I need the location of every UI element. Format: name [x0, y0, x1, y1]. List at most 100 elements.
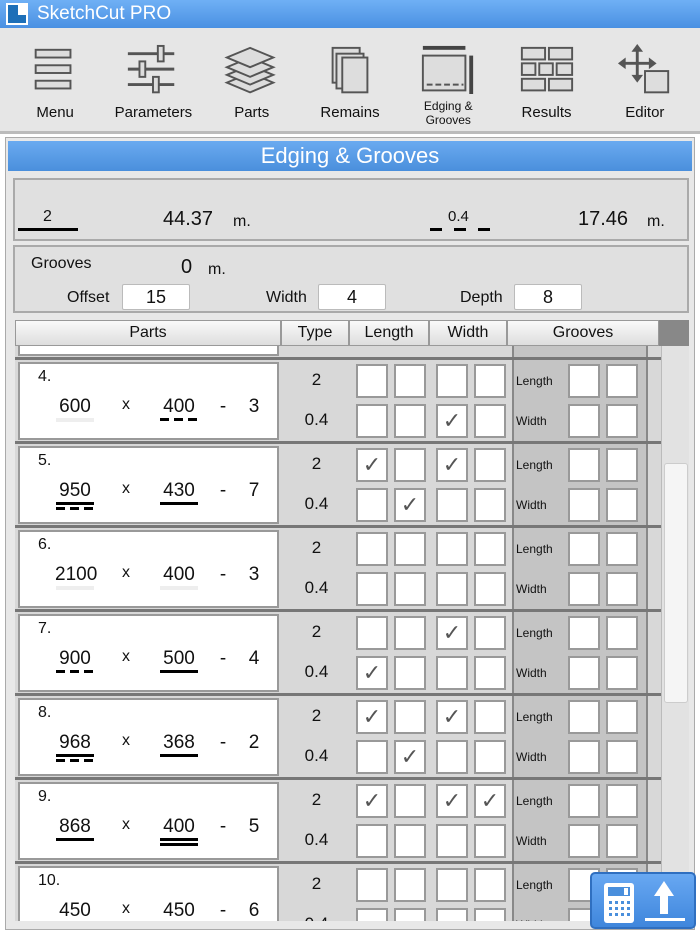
groove-checkbox[interactable] — [568, 404, 600, 438]
length-edge-checkbox[interactable]: ✓ — [356, 700, 388, 734]
width-edge-checkbox[interactable]: ✓ — [436, 784, 468, 818]
table-row[interactable]: 8. 968 x 368-2 2 0.4 ✓ ✓ ✓ Length Width — [15, 696, 661, 780]
width-edge-checkbox[interactable] — [436, 488, 468, 522]
groove-checkbox[interactable] — [568, 448, 600, 482]
header-type[interactable]: Type — [281, 320, 349, 346]
length-edge-checkbox[interactable]: ✓ — [356, 784, 388, 818]
header-length[interactable]: Length — [349, 320, 429, 346]
part-card[interactable]: 5. 950 x 430 -7 — [18, 446, 279, 524]
length-edge-checkbox[interactable] — [356, 616, 388, 650]
width-edge-checkbox[interactable]: ✓ — [436, 404, 468, 438]
width-edge-checkbox[interactable]: ✓ — [436, 448, 468, 482]
groove-checkbox[interactable] — [568, 784, 600, 818]
width-edge-checkbox[interactable] — [474, 616, 506, 650]
offset-input[interactable]: 15 — [122, 284, 190, 310]
width-edge-checkbox[interactable] — [436, 532, 468, 566]
calculate-upload-button[interactable] — [590, 872, 696, 929]
width-edge-checkbox[interactable] — [436, 364, 468, 398]
scrollbar[interactable] — [661, 346, 689, 921]
toolbar-edging-grooves-button[interactable]: Edging & Grooves — [400, 28, 496, 131]
length-edge-checkbox[interactable] — [394, 404, 426, 438]
table-row[interactable]: 10. 450 x 450 -6 2 0.4 Length Width — [15, 864, 661, 921]
width-edge-checkbox[interactable] — [474, 364, 506, 398]
groove-checkbox[interactable] — [568, 532, 600, 566]
width-edge-checkbox[interactable] — [436, 868, 468, 902]
groove-checkbox[interactable] — [568, 488, 600, 522]
length-edge-checkbox[interactable]: ✓ — [356, 448, 388, 482]
width-edge-checkbox[interactable] — [436, 740, 468, 774]
groove-checkbox[interactable] — [568, 364, 600, 398]
width-edge-checkbox[interactable] — [436, 908, 468, 921]
groove-checkbox[interactable] — [606, 740, 638, 774]
width-edge-checkbox[interactable] — [474, 488, 506, 522]
width-edge-checkbox[interactable]: ✓ — [436, 700, 468, 734]
groove-checkbox[interactable] — [606, 700, 638, 734]
length-edge-checkbox[interactable] — [356, 404, 388, 438]
header-width[interactable]: Width — [429, 320, 507, 346]
width-input[interactable]: 4 — [318, 284, 386, 310]
width-edge-checkbox[interactable] — [436, 824, 468, 858]
part-card[interactable]: 7. 900 x 500 -4 — [18, 614, 279, 692]
groove-checkbox[interactable] — [568, 616, 600, 650]
length-edge-checkbox[interactable] — [394, 700, 426, 734]
toolbar-parameters-button[interactable]: Parameters — [105, 28, 201, 131]
table-row[interactable]: 9. 868 x 400 -5 2 0.4 ✓ ✓ ✓ Length Width — [15, 780, 661, 864]
length-edge-checkbox[interactable] — [356, 532, 388, 566]
length-edge-checkbox[interactable] — [394, 824, 426, 858]
groove-checkbox[interactable] — [568, 656, 600, 690]
width-edge-checkbox[interactable]: ✓ — [474, 784, 506, 818]
groove-checkbox[interactable] — [606, 572, 638, 606]
width-edge-checkbox[interactable] — [436, 656, 468, 690]
length-edge-checkbox[interactable] — [356, 572, 388, 606]
groove-checkbox[interactable] — [568, 824, 600, 858]
groove-checkbox[interactable] — [606, 448, 638, 482]
groove-checkbox[interactable] — [606, 616, 638, 650]
width-edge-checkbox[interactable] — [474, 448, 506, 482]
depth-input[interactable]: 8 — [514, 284, 582, 310]
groove-checkbox[interactable] — [568, 740, 600, 774]
length-edge-checkbox[interactable] — [356, 908, 388, 921]
scrollbar-thumb[interactable] — [664, 463, 688, 704]
toolbar-results-button[interactable]: Results — [499, 28, 595, 131]
length-edge-checkbox[interactable]: ✓ — [356, 656, 388, 690]
length-edge-checkbox[interactable] — [356, 824, 388, 858]
width-edge-checkbox[interactable] — [474, 572, 506, 606]
part-card[interactable]: 9. 868 x 400 -5 — [18, 782, 279, 860]
groove-checkbox[interactable] — [606, 656, 638, 690]
length-edge-checkbox[interactable] — [394, 908, 426, 921]
header-grooves[interactable]: Grooves — [507, 320, 659, 346]
width-edge-checkbox[interactable] — [474, 700, 506, 734]
header-parts[interactable]: Parts — [15, 320, 281, 346]
groove-checkbox[interactable] — [568, 572, 600, 606]
length-edge-checkbox[interactable] — [356, 364, 388, 398]
part-card[interactable] — [18, 346, 279, 356]
width-edge-checkbox[interactable] — [474, 908, 506, 921]
length-edge-checkbox[interactable] — [394, 868, 426, 902]
width-edge-checkbox[interactable] — [474, 404, 506, 438]
width-edge-checkbox[interactable] — [474, 656, 506, 690]
length-edge-checkbox[interactable] — [394, 656, 426, 690]
length-edge-checkbox[interactable] — [356, 488, 388, 522]
length-edge-checkbox[interactable] — [356, 868, 388, 902]
groove-checkbox[interactable] — [606, 824, 638, 858]
toolbar-remains-button[interactable]: Remains — [302, 28, 398, 131]
table-row[interactable]: 7. 900 x 500 -4 2 0.4 ✓ ✓ Length Width — [15, 612, 661, 696]
part-card[interactable]: 8. 968 x 368 -2 — [18, 698, 279, 776]
groove-checkbox[interactable] — [606, 364, 638, 398]
length-edge-checkbox[interactable]: ✓ — [394, 740, 426, 774]
length-edge-checkbox[interactable] — [356, 740, 388, 774]
groove-checkbox[interactable] — [606, 784, 638, 818]
toolbar-editor-button[interactable]: Editor — [597, 28, 693, 131]
length-edge-checkbox[interactable] — [394, 784, 426, 818]
width-edge-checkbox[interactable] — [474, 532, 506, 566]
table-row[interactable]: 5. 950 x 430 -7 2 0.4 ✓ ✓ ✓ Length Width — [15, 444, 661, 528]
groove-checkbox[interactable] — [606, 404, 638, 438]
width-edge-checkbox[interactable] — [474, 740, 506, 774]
length-edge-checkbox[interactable] — [394, 364, 426, 398]
toolbar-menu-button[interactable]: Menu — [7, 28, 103, 131]
length-edge-checkbox[interactable] — [394, 616, 426, 650]
length-edge-checkbox[interactable] — [394, 572, 426, 606]
table-row[interactable]: 6. 2100 x 400 -3 2 0.4 Length Width — [15, 528, 661, 612]
part-card[interactable]: 6. 2100 x 400 -3 — [18, 530, 279, 608]
length-edge-checkbox[interactable] — [394, 448, 426, 482]
